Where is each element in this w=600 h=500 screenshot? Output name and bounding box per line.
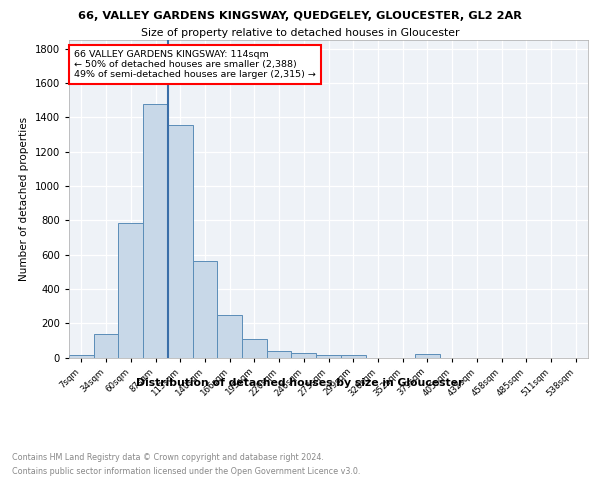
Y-axis label: Number of detached properties: Number of detached properties xyxy=(19,116,29,281)
Text: Size of property relative to detached houses in Gloucester: Size of property relative to detached ho… xyxy=(141,28,459,38)
Bar xyxy=(267,352,292,358)
Text: Contains public sector information licensed under the Open Government Licence v3: Contains public sector information licen… xyxy=(12,467,361,476)
Bar xyxy=(292,353,316,358)
Bar xyxy=(94,334,118,357)
Text: 66, VALLEY GARDENS KINGSWAY, QUEDGELEY, GLOUCESTER, GL2 2AR: 66, VALLEY GARDENS KINGSWAY, QUEDGELEY, … xyxy=(78,11,522,21)
Bar xyxy=(193,260,217,358)
Bar xyxy=(242,338,267,357)
Bar xyxy=(118,223,143,358)
Text: 66 VALLEY GARDENS KINGSWAY: 114sqm
← 50% of detached houses are smaller (2,388)
: 66 VALLEY GARDENS KINGSWAY: 114sqm ← 50%… xyxy=(74,50,316,80)
Bar xyxy=(415,354,440,358)
Bar xyxy=(168,125,193,358)
Bar xyxy=(217,316,242,358)
Bar xyxy=(316,355,341,358)
Bar xyxy=(341,355,365,358)
Text: Contains HM Land Registry data © Crown copyright and database right 2024.: Contains HM Land Registry data © Crown c… xyxy=(12,454,324,462)
Bar xyxy=(69,355,94,358)
Bar xyxy=(143,104,168,358)
Text: Distribution of detached houses by size in Gloucester: Distribution of detached houses by size … xyxy=(136,378,464,388)
